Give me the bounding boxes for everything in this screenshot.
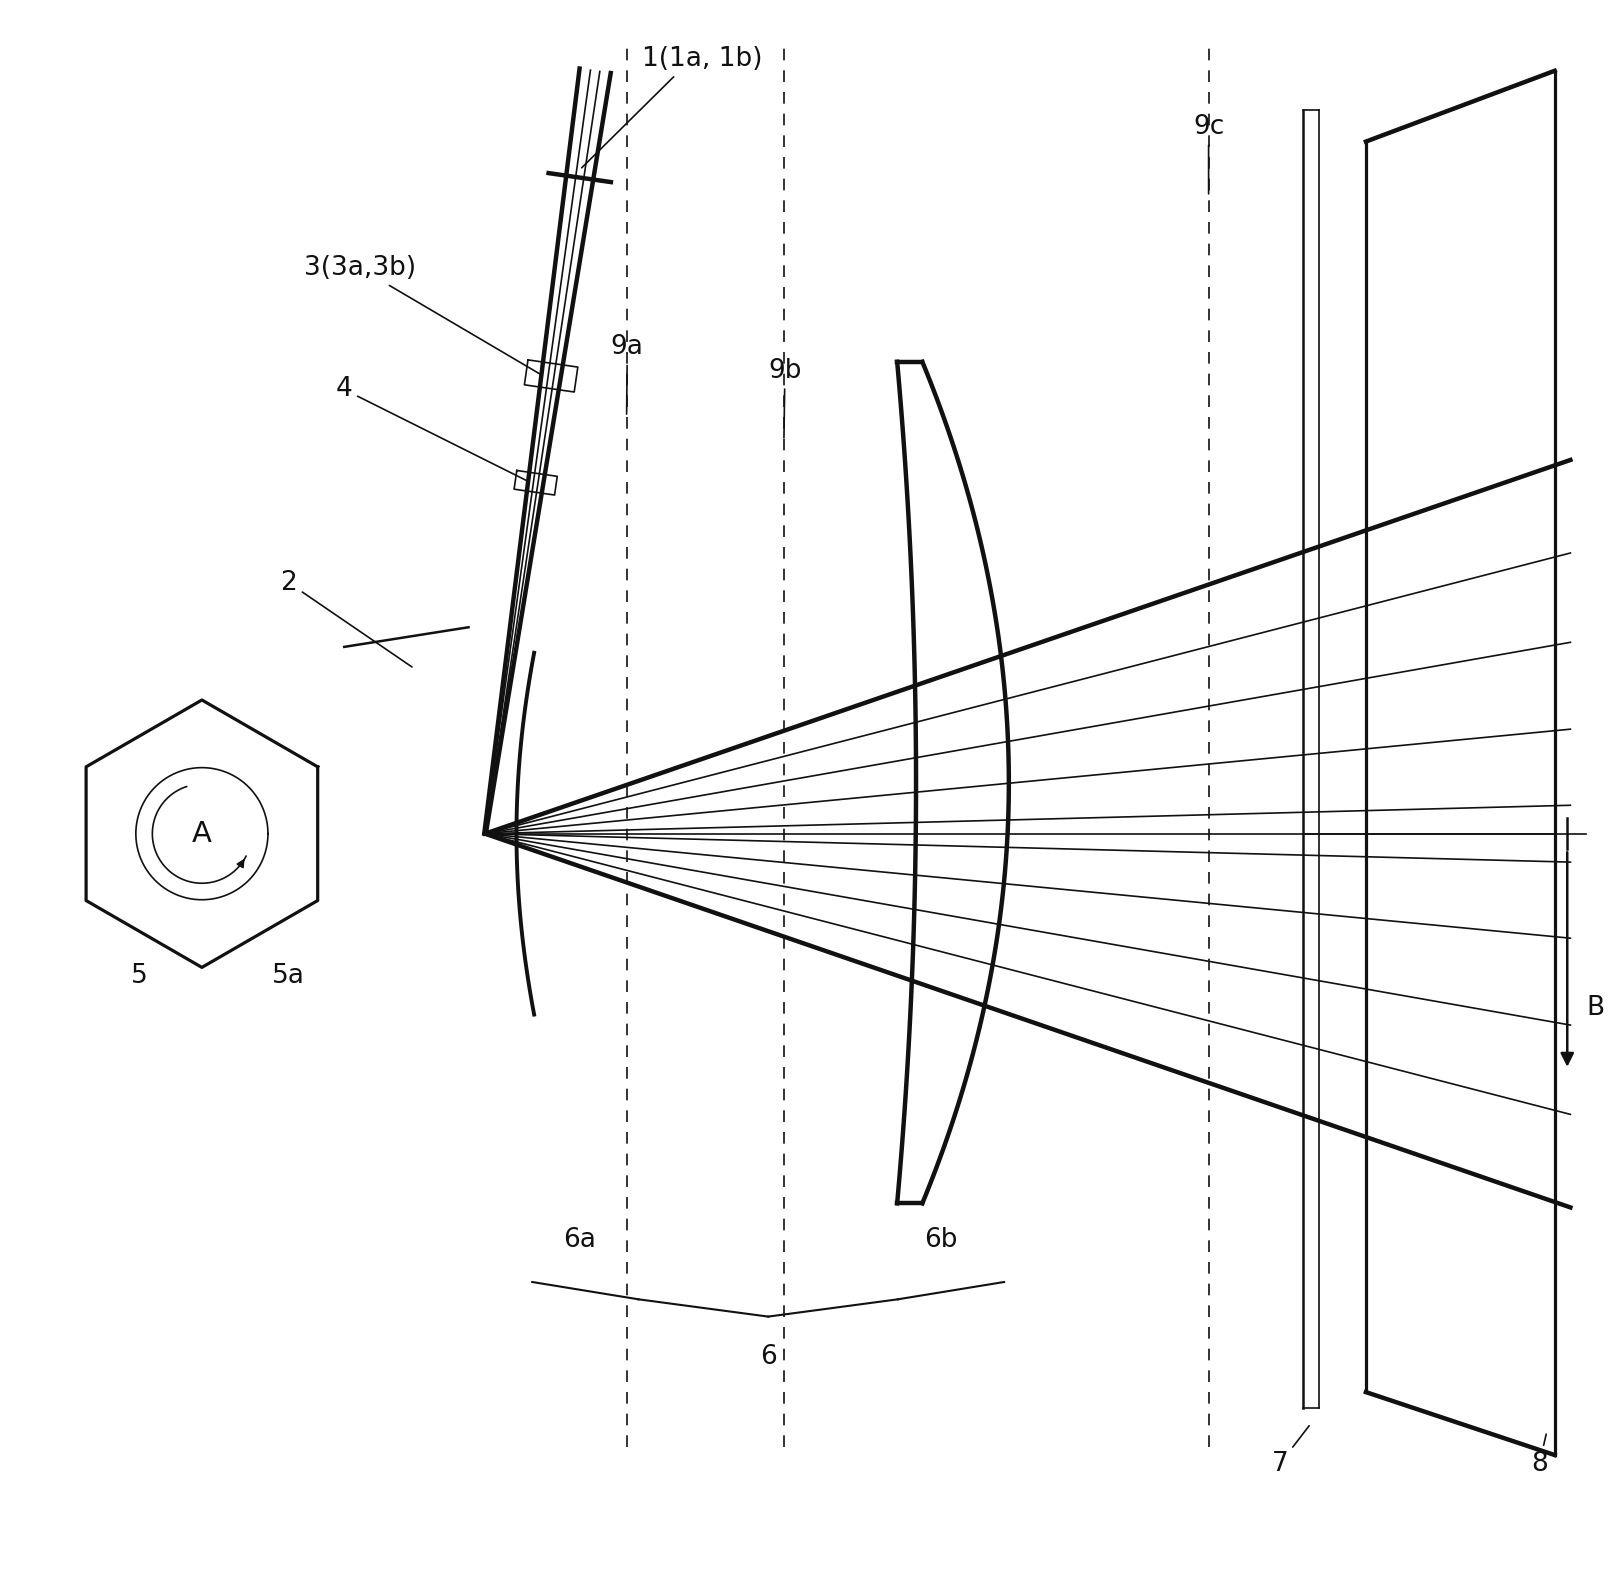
Text: 2: 2: [281, 569, 412, 667]
Text: 8: 8: [1530, 1435, 1546, 1477]
Text: 5: 5: [131, 963, 147, 989]
Text: 4: 4: [336, 376, 528, 481]
Text: 6b: 6b: [923, 1227, 957, 1254]
Text: B: B: [1585, 994, 1603, 1021]
Text: 6a: 6a: [563, 1227, 596, 1254]
Text: 7: 7: [1270, 1425, 1309, 1477]
Text: 1(1a, 1b): 1(1a, 1b): [581, 46, 762, 168]
Text: 9b: 9b: [768, 357, 801, 437]
Text: 5a: 5a: [271, 963, 305, 989]
Text: 9c: 9c: [1193, 113, 1223, 193]
Text: A: A: [192, 820, 211, 848]
Text: 9a: 9a: [610, 333, 644, 414]
Text: 6: 6: [759, 1343, 776, 1370]
Text: 3(3a,3b): 3(3a,3b): [303, 255, 541, 374]
